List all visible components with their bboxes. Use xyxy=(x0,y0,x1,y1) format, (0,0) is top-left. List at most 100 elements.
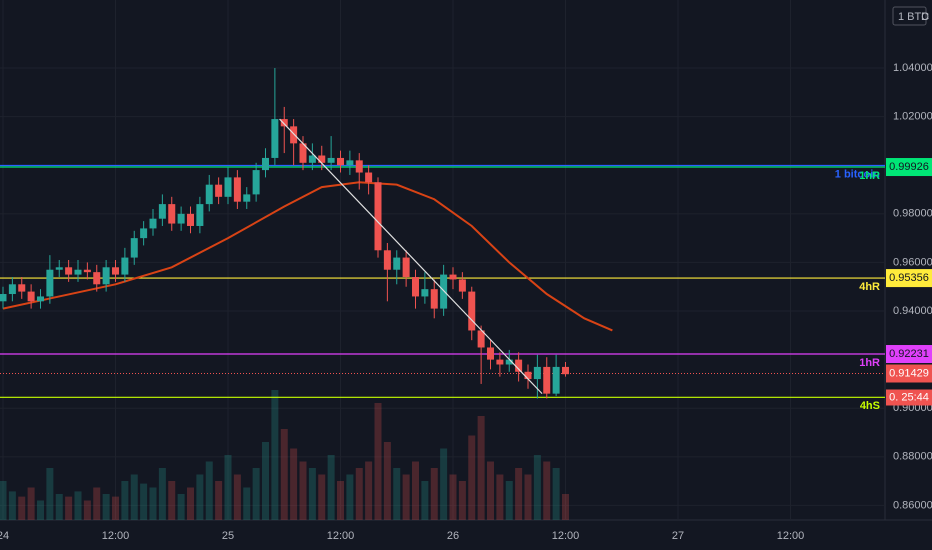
candle-body xyxy=(112,267,119,275)
price-box xyxy=(886,345,932,364)
price-box-label: 0.95356 xyxy=(889,272,929,284)
candle-body xyxy=(402,257,410,278)
x-tick-label: 27 xyxy=(672,530,684,542)
candle-body xyxy=(412,277,419,297)
volume-bar xyxy=(393,468,401,520)
countdown-box xyxy=(886,389,932,406)
volume-bar xyxy=(402,474,410,520)
volume-bar xyxy=(55,494,63,520)
y-tick-label: 0.96000 xyxy=(893,256,932,268)
candle-body xyxy=(102,267,110,285)
volume-bar xyxy=(46,468,54,520)
volume-bar xyxy=(196,474,204,520)
candle-body xyxy=(74,269,82,275)
candle-body xyxy=(65,267,73,275)
volume-bar xyxy=(224,455,232,520)
volume-bar xyxy=(487,461,494,520)
candle-body xyxy=(383,250,391,270)
price-box xyxy=(886,269,932,288)
volume-bar xyxy=(280,429,288,520)
candle-body xyxy=(327,157,335,163)
level-text: 4hR xyxy=(859,281,880,293)
volume-bar xyxy=(524,474,532,520)
trend-line xyxy=(279,118,543,395)
candle-body xyxy=(337,157,344,166)
volume-bar xyxy=(308,468,316,520)
volume-bar xyxy=(243,487,251,520)
x-tick-label: 24 xyxy=(0,530,9,542)
price-box-label: 0.99926 xyxy=(889,161,929,173)
volume-bar xyxy=(8,491,16,520)
candle-body xyxy=(83,269,91,273)
candle-body xyxy=(533,366,541,380)
y-tick-label: 1.04000 xyxy=(893,62,932,74)
level-text: 1hR xyxy=(859,170,880,182)
candle-body xyxy=(477,330,485,348)
volume-bar xyxy=(515,468,523,520)
candle-body xyxy=(440,274,448,309)
candle-body xyxy=(280,119,288,127)
candle-body xyxy=(177,213,185,224)
mode-label[interactable]: D xyxy=(921,11,929,23)
candle-body xyxy=(515,359,523,372)
candle-body xyxy=(55,267,63,270)
volume-bar xyxy=(430,468,438,520)
volume-bar xyxy=(83,500,91,520)
volume-bar xyxy=(562,494,569,520)
candle-body xyxy=(224,177,232,197)
y-tick-label: 0.88000 xyxy=(893,451,932,463)
candle-body xyxy=(168,204,176,224)
candle-body xyxy=(308,155,316,163)
candle-body xyxy=(562,366,569,375)
volume-bar xyxy=(205,461,213,520)
volume-bar xyxy=(477,416,485,520)
candle-body xyxy=(187,213,194,226)
countdown: 0. 25:44 xyxy=(889,391,929,403)
x-tick-label: 12:00 xyxy=(777,530,805,542)
volume-bar xyxy=(496,474,504,520)
currency-box[interactable] xyxy=(892,6,927,26)
candle-body xyxy=(37,296,44,302)
volume-bar xyxy=(233,474,241,520)
level-text: 1 bitcoin xyxy=(835,168,881,180)
candle-body xyxy=(346,160,354,166)
volume-bar xyxy=(27,487,35,520)
candle-body xyxy=(149,218,157,229)
volume-bar xyxy=(0,481,7,520)
volume-bar xyxy=(65,496,73,520)
level-text: 4hS xyxy=(860,400,880,412)
candle-body xyxy=(468,291,476,331)
candle-body xyxy=(374,182,382,251)
candle-body xyxy=(0,294,7,302)
y-tick-label: 0.86000 xyxy=(893,499,932,511)
candle-body xyxy=(8,284,16,295)
volume-bar xyxy=(177,494,185,520)
volume-bar xyxy=(168,481,176,520)
candle-body xyxy=(130,238,138,258)
candle-body xyxy=(18,284,26,292)
volume-bar xyxy=(533,455,541,520)
currency-label[interactable]: 1 BTC xyxy=(898,11,929,23)
candle-body xyxy=(552,366,560,394)
candle-body xyxy=(430,289,438,309)
volume-bar xyxy=(440,448,448,520)
volume-bar xyxy=(374,403,382,520)
candle-body xyxy=(233,177,241,202)
candle-body xyxy=(158,204,166,219)
volume-bar xyxy=(187,487,194,520)
candle-body xyxy=(243,194,251,202)
x-tick-label: 12:00 xyxy=(327,530,355,542)
candle-body xyxy=(505,359,513,365)
price-box-label: 0.92231 xyxy=(889,348,929,360)
candle-body xyxy=(421,289,429,297)
candle-body xyxy=(458,279,466,292)
candle-body xyxy=(299,143,307,163)
x-tick-label: 25 xyxy=(222,530,234,542)
volume-bar xyxy=(158,468,166,520)
volume-bar xyxy=(112,496,119,520)
volume-bar xyxy=(327,455,335,520)
candle-body xyxy=(318,155,326,163)
